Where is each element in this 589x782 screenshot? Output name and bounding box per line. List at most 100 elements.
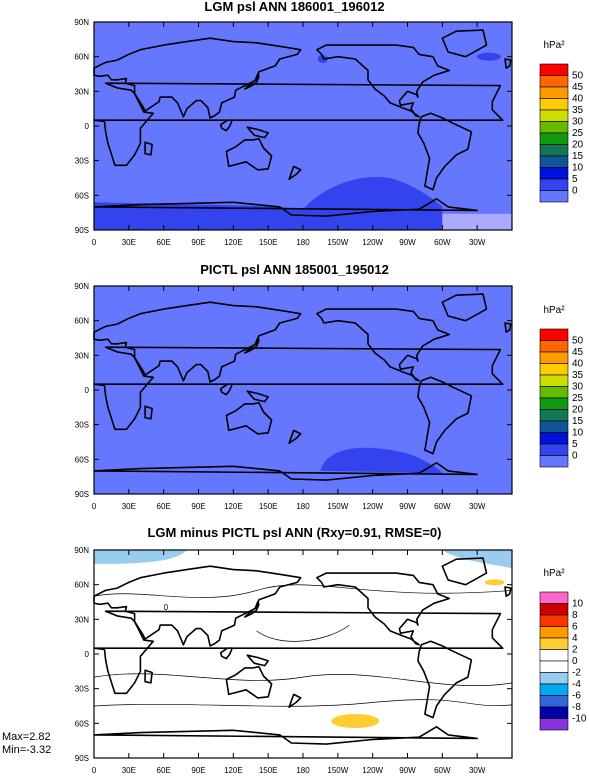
- y-tick-label: 90N: [74, 18, 89, 27]
- x-tick-label: 90E: [191, 766, 205, 775]
- x-tick-label: 120E: [224, 502, 243, 511]
- panel-title-lgm: LGM psl ANN 186001_196012: [204, 0, 385, 14]
- coastline: [504, 586, 512, 597]
- y-tick-label: 60N: [74, 53, 89, 62]
- y-tick-label: 60N: [74, 581, 89, 590]
- colorbar-label: 40: [572, 94, 584, 105]
- colorbar-box: [539, 351, 569, 364]
- colorbar-label: 0: [572, 656, 578, 667]
- region-pacific-lobe: [303, 176, 443, 230]
- y-tick-label: 90S: [75, 754, 89, 763]
- coastline: [316, 572, 451, 646]
- coastline: [246, 654, 269, 667]
- x-tick-label: 90E: [191, 238, 205, 247]
- map-background: [94, 550, 512, 758]
- colorbar-box: [539, 144, 569, 157]
- region-pos-south-pacific: [331, 714, 380, 729]
- x-tick-label: 30E: [122, 766, 136, 775]
- coastline: [144, 141, 153, 156]
- colorbar-box: [539, 340, 569, 353]
- colorbar-box: [539, 591, 569, 604]
- y-tick-label: 90S: [75, 490, 89, 499]
- colorbar-box: [539, 63, 569, 76]
- colorbar-box: [539, 328, 569, 341]
- coastline: [225, 665, 273, 699]
- y-tick-label: 60S: [75, 191, 89, 200]
- colorbar-label: 25: [572, 393, 584, 404]
- colorbar-unit: hPa²: [543, 568, 565, 579]
- colorbar-label: 8: [572, 610, 578, 621]
- colorbar-label: 45: [572, 82, 584, 93]
- x-tick-label: 120W: [362, 502, 383, 511]
- x-tick-label: 0: [92, 238, 97, 247]
- colorbar-label: 50: [572, 336, 584, 347]
- colorbar-box: [539, 432, 569, 445]
- x-tick-label: 60E: [157, 238, 171, 247]
- y-tick-label: 0: [85, 650, 90, 659]
- contour-line: [93, 584, 513, 598]
- x-tick-label: 0: [92, 502, 97, 511]
- x-tick-label: 0: [92, 766, 97, 775]
- y-tick-label: 30S: [75, 685, 89, 694]
- y-tick-label: 60N: [74, 317, 89, 326]
- x-tick-label: 30E: [122, 238, 136, 247]
- colorbar-box: [539, 455, 569, 468]
- colorbar-label: 5: [572, 174, 578, 185]
- colorbar-label: 0: [572, 186, 578, 197]
- x-tick-label: 60W: [434, 766, 451, 775]
- y-tick-label: 30N: [74, 87, 89, 96]
- colorbar-label: 25: [572, 128, 584, 139]
- x-tick-label: 150W: [327, 502, 348, 511]
- coastline: [93, 82, 504, 167]
- colorbar-box: [539, 409, 569, 422]
- colorbar-label: 6: [572, 622, 578, 633]
- colorbar-box: [539, 706, 569, 719]
- map-background: [94, 286, 512, 494]
- colorbar-label: 35: [572, 105, 584, 116]
- colorbar-unit: hPa²: [543, 40, 565, 51]
- colorbar-box: [539, 109, 569, 122]
- y-tick-label: 0: [85, 122, 90, 131]
- coastline: [219, 647, 233, 660]
- coastline: [441, 293, 488, 322]
- colorbar-box: [539, 374, 569, 387]
- coastline: [417, 640, 473, 719]
- colorbar-box: [539, 626, 569, 639]
- coastline: [144, 669, 153, 684]
- coastline: [288, 693, 302, 708]
- coastline: [144, 405, 153, 420]
- colorbar-box: [539, 86, 569, 99]
- colorbar-box: [539, 695, 569, 708]
- coastline: [441, 29, 488, 58]
- colorbar-box: [539, 637, 569, 650]
- y-tick-label: 0: [85, 386, 90, 395]
- coastline: [244, 337, 260, 354]
- colorbar-box: [539, 649, 569, 662]
- x-tick-label: 150E: [259, 766, 278, 775]
- x-tick-label: 60W: [434, 502, 451, 511]
- x-tick-label: 60W: [434, 238, 451, 247]
- x-tick-label: 30W: [469, 238, 486, 247]
- coastline: [504, 58, 512, 69]
- region-weddell: [442, 213, 512, 230]
- colorbar-box: [539, 167, 569, 180]
- map-background: [94, 22, 512, 230]
- colorbar-box: [539, 603, 569, 616]
- region-pos-north-atlantic: [484, 579, 505, 586]
- panel-title-diff: LGM minus PICTL psl ANN (Rxy=0.91, RMSE=…: [147, 525, 442, 540]
- colorbar-box: [539, 75, 569, 88]
- colorbar-box: [539, 397, 569, 410]
- colorbar-label: -4: [572, 679, 581, 690]
- x-tick-label: 150E: [259, 502, 278, 511]
- coastline: [93, 346, 504, 431]
- coastline: [225, 137, 273, 171]
- colorbar-box: [539, 660, 569, 673]
- colorbar-label: 15: [572, 151, 584, 162]
- colorbar-label: 15: [572, 416, 584, 427]
- colorbar-unit: hPa²: [543, 305, 565, 316]
- colorbar-box: [539, 363, 569, 376]
- region-southern-ocean: [94, 202, 303, 230]
